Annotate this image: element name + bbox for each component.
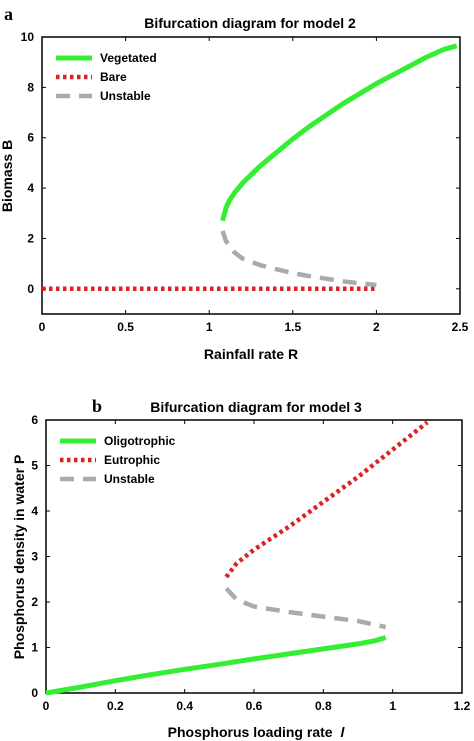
- panel-b-y-tick-label: 0: [31, 686, 38, 700]
- panel-a-x-tick-label: 1: [206, 320, 213, 334]
- panel-b-y-tick-label: 5: [31, 459, 38, 473]
- panel-a-x-tick-label: 2: [373, 320, 380, 334]
- panel-a-series-vegetated: [220, 43, 458, 222]
- panel-b-y-tick-label: 2: [31, 595, 38, 609]
- panel-b-series-oligotrophic: [45, 635, 387, 696]
- panel-a-letter: a: [4, 4, 13, 24]
- panel-b-letter: b: [92, 396, 102, 416]
- panel-b-y-axis-label: Phosphorus density in water P: [11, 455, 27, 660]
- panel-b-x-tick-label: 1: [389, 699, 396, 713]
- panel-b-y-tick-label: 1: [31, 641, 38, 655]
- panel-a-legend-label-vegetated: Vegetated: [100, 51, 157, 65]
- panel-b-legend: Oligotrophic Eutrophic Unstable: [60, 434, 176, 486]
- panel-a-x-axis-label: Rainfall rate R: [204, 346, 298, 362]
- panel-b-x-tick-label: 0.4: [176, 699, 193, 713]
- panel-b-series-eutrophic: [224, 420, 429, 579]
- panel-a-x-tick-label: 2.5: [452, 320, 469, 334]
- panel-b-series-unstable: [224, 586, 387, 630]
- panel-b-legend-label-eutrophic: Eutrophic: [104, 453, 160, 467]
- panel-a-legend-label-unstable: Unstable: [100, 89, 151, 103]
- panel-a: a Bifurcation diagram for model 2 0 0.5 1 1…: [0, 4, 469, 362]
- panel-a-y-tick-label: 4: [27, 181, 34, 195]
- panel-a-y-axis-label: Biomass B: [0, 140, 15, 212]
- panel-a-y-tick-label: 8: [27, 80, 34, 94]
- panel-b-x-tick-label: 0.8: [315, 699, 332, 713]
- panel-a-legend-label-bare: Bare: [100, 70, 127, 84]
- panel-a-x-tick-label: 0: [39, 320, 46, 334]
- panel-b-x-axis-label: Phosphorus loading rate l: [168, 724, 346, 740]
- panel-b-legend-label-unstable: Unstable: [104, 472, 155, 486]
- panel-b-y-tick-label: 6: [31, 413, 38, 427]
- panel-a-legend: Vegetated Bare Unstable: [56, 51, 157, 103]
- panel-a-y-tick-label: 2: [27, 231, 34, 245]
- panel-b-x-axis-symbol: l: [340, 724, 345, 740]
- panel-a-x-tick-label: 1.5: [284, 320, 301, 334]
- panel-b-y-tick-label: 3: [31, 550, 38, 564]
- panel-a-x-tick-label: 0.5: [117, 320, 134, 334]
- panel-a-y-tick-label: 0: [27, 282, 34, 296]
- panel-b-x-axis-label-text: Phosphorus loading rate: [168, 724, 333, 740]
- panel-a-y-tick-label: 10: [21, 30, 35, 44]
- panel-b-x-tick-label: 0.2: [107, 699, 124, 713]
- panel-a-plot-frame: [41, 36, 461, 315]
- panel-a-series-unstable: [220, 230, 377, 288]
- panel-a-title: Bifurcation diagram for model 2: [144, 15, 356, 31]
- panel-b-legend-label-oligotrophic: Oligotrophic: [104, 434, 176, 448]
- panel-b-x-tick-label: 0: [43, 699, 50, 713]
- panel-b-x-tick-label: 1.2: [454, 699, 471, 713]
- panel-b-x-tick-label: 0.6: [246, 699, 263, 713]
- panel-b: b Bifurcation diagram for model 3 0 0.2 0.…: [11, 396, 471, 740]
- panel-a-y-tick-label: 6: [27, 131, 34, 145]
- panel-b-title: Bifurcation diagram for model 3: [150, 399, 362, 415]
- panel-b-y-tick-label: 4: [31, 504, 38, 518]
